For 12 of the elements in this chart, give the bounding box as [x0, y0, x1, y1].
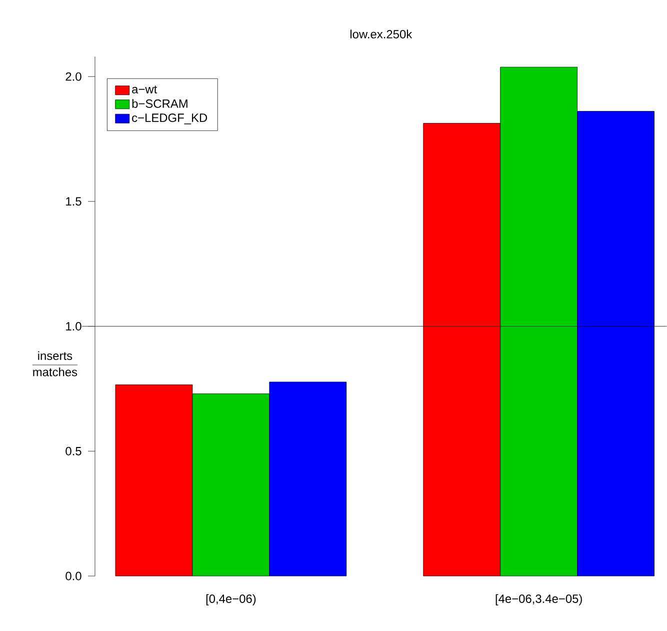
y-tick-label: 0.0 — [66, 572, 82, 580]
chart-title: low.ex.250k — [350, 30, 412, 39]
y-tick-label: 2.0 — [66, 72, 82, 81]
y-tick-label: 1.5 — [66, 197, 82, 206]
x-tick-label: [4e−06,3.4e−05) — [496, 594, 582, 606]
y-tick-label: 0.5 — [66, 447, 82, 456]
legend-label: a−wt — [132, 86, 158, 94]
y-tick-label: 1.0 — [66, 322, 82, 331]
x-tick-label: [0,4e−06) — [206, 594, 256, 606]
y-axis-title: $\frac{\mathrm{inserts}}{\mathrm{matches}}$ — [32, 351, 78, 376]
legend-label: b−SCRAM — [132, 99, 188, 108]
legend-label: c−LEDGF_KD — [132, 114, 208, 124]
